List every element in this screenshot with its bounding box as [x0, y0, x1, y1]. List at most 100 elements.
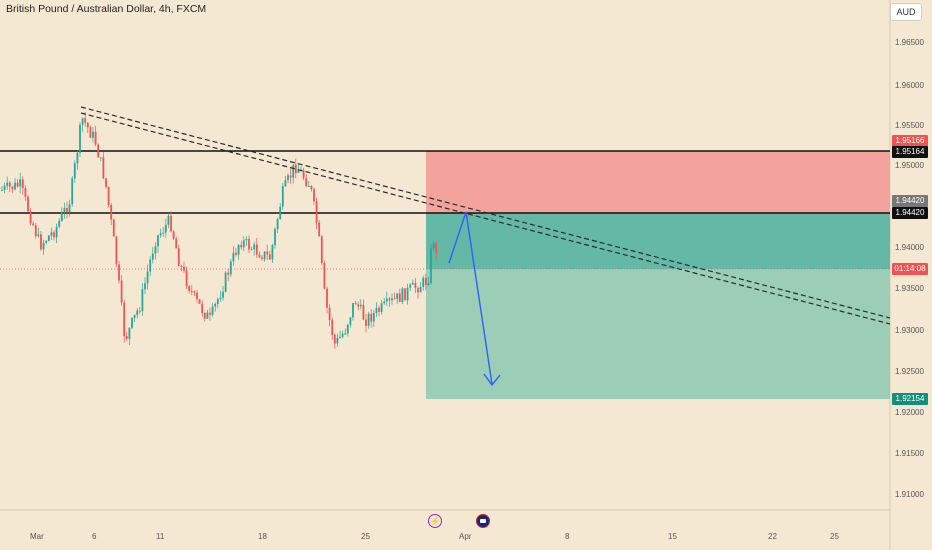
candle-body: [196, 292, 198, 300]
candle-body: [201, 303, 204, 313]
candle-body: [29, 211, 32, 224]
candle-body: [53, 232, 55, 238]
price-label: 1.92500: [895, 367, 924, 376]
candle-body: [271, 244, 274, 260]
candle-body: [8, 182, 11, 187]
candle-body: [47, 235, 50, 241]
entry-tag[interactable]: 1.94420: [892, 207, 928, 219]
candle-body: [177, 248, 180, 267]
candle-body: [81, 118, 84, 125]
candle-body: [237, 244, 240, 255]
candle-body: [146, 271, 149, 284]
candle-body: [424, 277, 427, 285]
candle-body: [164, 224, 167, 233]
candle-body: [276, 219, 279, 230]
profit-zone-active[interactable]: [426, 213, 890, 269]
candle-body: [141, 289, 144, 312]
candle-body: [378, 307, 380, 312]
candle-body: [180, 266, 183, 268]
time-label: 8: [565, 532, 570, 541]
time-label: Apr: [459, 532, 472, 541]
candle-body: [94, 131, 97, 145]
time-label: Mar: [30, 532, 44, 541]
candle-body: [86, 122, 89, 128]
countdown-tag: 01:14:08: [892, 263, 928, 275]
candle-body: [435, 243, 438, 254]
candle-body: [63, 207, 66, 213]
candle-body: [99, 157, 102, 159]
candle-body: [432, 243, 435, 249]
candle-body: [318, 222, 321, 237]
australia-flag-icon[interactable]: [476, 514, 490, 528]
candle-body: [227, 272, 230, 275]
candle-body: [120, 280, 123, 303]
candle-body: [258, 254, 261, 258]
candle-body: [367, 313, 370, 326]
candle-body: [110, 205, 113, 220]
candle-body: [68, 204, 71, 213]
price-label: 1.96500: [895, 38, 924, 47]
candle-body: [266, 251, 269, 255]
candle-body: [359, 304, 362, 307]
candle-body: [42, 242, 45, 250]
candle-body: [297, 170, 300, 173]
candle-body: [328, 307, 331, 321]
candles-group: [1, 112, 438, 350]
entry-top-tag[interactable]: 1.94420: [892, 195, 928, 207]
candle-body: [323, 263, 326, 289]
stop-loss-zone[interactable]: [426, 151, 890, 213]
candle-body: [128, 327, 131, 339]
candle-body: [279, 206, 282, 220]
stop-loss-tag[interactable]: 1.95166: [892, 135, 928, 147]
candle-body: [92, 131, 94, 138]
candle-body: [45, 240, 48, 243]
currency-button[interactable]: AUD: [890, 3, 922, 21]
candle-body: [292, 164, 295, 178]
candle-body: [393, 298, 396, 300]
candle-body: [346, 324, 349, 334]
candle-body: [362, 304, 365, 320]
candle-body: [235, 252, 237, 255]
resistance-tag[interactable]: 1.95164: [892, 146, 928, 158]
candle-body: [422, 277, 425, 287]
price-label: 1.96000: [895, 81, 924, 90]
price-label: 1.92000: [895, 408, 924, 417]
candle-body: [27, 196, 29, 212]
candle-body: [183, 266, 185, 271]
take-profit-tag[interactable]: 1.92154: [892, 393, 928, 405]
candle-body: [133, 314, 136, 318]
candle-body: [406, 287, 409, 301]
trendline-upper[interactable]: [80, 106, 891, 319]
candle-body: [159, 233, 162, 236]
candle-body: [16, 182, 19, 187]
candle-body: [162, 232, 165, 234]
time-label: 6: [92, 532, 97, 541]
candle-body: [50, 232, 53, 236]
profit-zone[interactable]: [426, 269, 890, 399]
candle-body: [76, 152, 79, 164]
candle-body: [118, 264, 120, 281]
candle-body: [302, 170, 305, 179]
candle-body: [411, 282, 414, 285]
projected-path[interactable]: [448, 211, 493, 385]
lightning-icon[interactable]: ⚡: [428, 514, 442, 528]
candle-body: [211, 306, 214, 315]
trendline-lower[interactable]: [80, 112, 891, 325]
candle-body: [352, 302, 354, 318]
candle-body: [263, 251, 266, 260]
candle-body: [172, 231, 175, 239]
candle-body: [167, 215, 170, 225]
candle-body: [190, 291, 193, 293]
chart-title: British Pound / Australian Dollar, 4h, F…: [6, 3, 207, 15]
candle-body: [372, 312, 375, 322]
candle-body: [209, 312, 211, 315]
candle-body: [170, 215, 172, 232]
flag-glyph: [480, 519, 486, 523]
candle-body: [37, 234, 40, 237]
candle-body: [417, 288, 419, 293]
price-scale-background[interactable]: [890, 0, 932, 510]
candle-body: [149, 259, 152, 272]
candle-body: [310, 185, 313, 190]
candle-body: [115, 236, 118, 265]
